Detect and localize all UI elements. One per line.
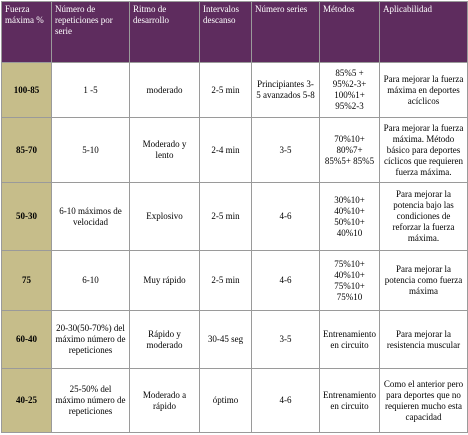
table-cell: 75%10+ 40%10+ 75%10+ 75%10 xyxy=(319,250,380,311)
table-cell: 85%5 + 95%2-3+ 100%1+ 95%2-3 xyxy=(319,62,380,118)
header-cell: Intervalos descanso xyxy=(199,1,252,63)
table-cell: Moderado a rápido xyxy=(129,368,200,433)
table-cell: 30-45 seg xyxy=(199,310,252,369)
table-body: 100-85 1 -5 moderado 2-5 min Principiantes 3… xyxy=(1,62,468,433)
table-cell: 25-50% del máximo número de repeticiones xyxy=(51,368,130,433)
table-cell: Rápido y moderado xyxy=(129,310,200,369)
table-cell: 2-5 min xyxy=(199,250,252,311)
table-cell: 2-5 min xyxy=(199,62,252,118)
header-cell: Número de repeticiones por serie xyxy=(51,1,130,63)
header-cell: Número series xyxy=(251,1,320,63)
table-cell: 2-4 min xyxy=(199,117,252,183)
table-cell: 4-6 xyxy=(251,368,320,433)
table-row: 100-85 1 -5 moderado 2-5 min Principiantes 3… xyxy=(1,62,468,118)
table-cell: Entrenamiento en circuito xyxy=(319,310,380,369)
header-row: Fuerza máxima % Número de repeticiones po… xyxy=(1,1,468,63)
table-cell: Muy rápido xyxy=(129,250,200,311)
table-row: 40-25 25-50% del máximo número de repetic… xyxy=(1,368,468,433)
row-label: 60-40 xyxy=(1,310,52,369)
table-cell: 3-5 xyxy=(251,310,320,369)
table-cell: 20-30(50-70%) del máximo número de repet… xyxy=(51,310,130,369)
table-cell: Moderado y lento xyxy=(129,117,200,183)
table-cell: Para mejorar la potencia bajo las condic… xyxy=(379,182,468,251)
table-row: 85-70 5-10 Moderado y lento 2-4 min 3-5 70%10… xyxy=(1,117,468,183)
table-row: 50-30 6-10 máximos de velocidad Explosivo 2… xyxy=(1,182,468,251)
table-cell: 30%10+ 40%10+ 50%10+ 40%10 xyxy=(319,182,380,251)
table-cell: moderado xyxy=(129,62,200,118)
table-cell: Principiantes 3-5 avanzados 5-8 xyxy=(251,62,320,118)
table-cell: Explosivo xyxy=(129,182,200,251)
table-cell: Como el anterior pero para deportes que … xyxy=(379,368,468,433)
header-cell: Aplicabilidad xyxy=(379,1,468,63)
table-row: 75 6-10 Muy rápido 2-5 min 4-6 75%10+ 40%10+ … xyxy=(1,250,468,311)
table-cell: 2-5 min xyxy=(199,182,252,251)
table-cell: Para mejorar la resistencia muscular xyxy=(379,310,468,369)
header-cell: Ritmo de desarrollo xyxy=(129,1,200,63)
table-cell: 4-6 xyxy=(251,182,320,251)
row-label: 50-30 xyxy=(1,182,52,251)
table-cell: Entrenamiento en circuito xyxy=(319,368,380,433)
header-cell: Fuerza máxima % xyxy=(1,1,52,63)
table-cell: 1 -5 xyxy=(51,62,130,118)
row-label: 100-85 xyxy=(1,62,52,118)
row-label: 40-25 xyxy=(1,368,52,433)
table-cell: 70%10+ 80%7+ 85%5+ 85%5 xyxy=(319,117,380,183)
table-cell: Para mejorar la potencia como fuerza máx… xyxy=(379,250,468,311)
header-cell: Métodos xyxy=(319,1,380,63)
row-label: 75 xyxy=(1,250,52,311)
table-cell: 4-6 xyxy=(251,250,320,311)
table-cell: óptimo xyxy=(199,368,252,433)
row-label: 85-70 xyxy=(1,117,52,183)
table-cell: 5-10 xyxy=(51,117,130,183)
table-cell: 6-10 máximos de velocidad xyxy=(51,182,130,251)
table-cell: Para mejorar la fuerza máxima en deporte… xyxy=(379,62,468,118)
table-cell: 3-5 xyxy=(251,117,320,183)
table-cell: 6-10 xyxy=(51,250,130,311)
table-cell: Para mejorar la fuerza máxima. Método bá… xyxy=(379,117,468,183)
table-row: 60-40 20-30(50-70%) del máximo número de … xyxy=(1,310,468,369)
